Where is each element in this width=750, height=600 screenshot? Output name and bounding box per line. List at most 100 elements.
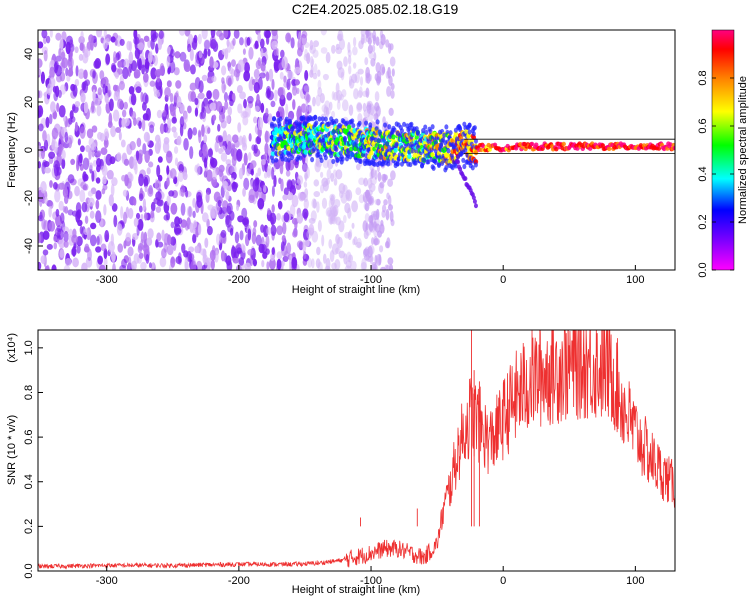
noise-cell	[360, 261, 367, 270]
noise-cell	[149, 80, 156, 87]
noise-cell	[292, 99, 296, 110]
snr-y-tick-label: 0.8	[23, 385, 35, 400]
noise-cell	[123, 158, 130, 166]
noise-cell	[187, 43, 192, 53]
noise-cell	[313, 191, 321, 198]
noise-cell	[198, 50, 203, 59]
noise-cell	[350, 260, 357, 270]
noise-cell	[64, 131, 69, 143]
noise-cell	[159, 123, 165, 135]
noise-cell	[270, 100, 276, 108]
noise-cell	[347, 254, 354, 263]
noise-cell	[352, 46, 358, 56]
noise-cell	[38, 105, 44, 118]
noise-cell	[329, 212, 336, 225]
snr-x-ticks: -300 -200 -100 0 100	[96, 566, 645, 587]
noise-cell	[194, 107, 199, 117]
noise-cell	[304, 172, 308, 180]
signal-cell	[467, 122, 472, 128]
noise-cell	[253, 82, 260, 94]
noise-cell	[265, 235, 270, 248]
noise-cell	[313, 63, 318, 75]
noise-cell	[358, 40, 364, 50]
noise-cell	[224, 100, 229, 110]
noise-cell	[328, 197, 334, 210]
noise-cell	[194, 245, 200, 254]
signal-cell	[280, 156, 285, 162]
noise-cell	[372, 34, 377, 45]
noise-cell	[63, 240, 69, 248]
noise-cell	[109, 156, 116, 165]
noise-cell	[385, 39, 390, 48]
signal-cell	[310, 157, 315, 163]
signal-cell	[387, 124, 392, 130]
noise-cell	[270, 253, 275, 262]
noise-cell	[282, 194, 288, 201]
noise-cell	[111, 64, 117, 73]
noise-cell	[171, 116, 177, 124]
noise-cell	[194, 97, 199, 106]
snr-series	[38, 330, 675, 570]
signal-cell	[364, 120, 369, 126]
colorbar-gradient	[712, 30, 734, 270]
noise-cell	[143, 212, 148, 221]
noise-cell	[108, 112, 113, 126]
noise-cell	[204, 237, 209, 249]
spectrogram-x-tick-label: -100	[360, 274, 382, 286]
noise-cell	[307, 257, 313, 268]
signal-cell	[426, 159, 431, 165]
noise-cell	[150, 67, 157, 80]
noise-cell	[280, 241, 285, 252]
noise-cell	[196, 163, 201, 176]
signal-cell	[286, 145, 292, 151]
noise-cell	[140, 231, 145, 244]
snr-y-tick-label: 0.4	[23, 474, 35, 489]
noise-cell	[260, 62, 266, 72]
noise-cell	[210, 30, 216, 39]
noise-cell	[358, 177, 365, 186]
noise-cell	[269, 212, 277, 225]
noise-cell	[68, 228, 73, 238]
noise-cell	[373, 113, 379, 121]
signal-cell	[407, 153, 412, 160]
noise-cell	[264, 130, 269, 144]
noise-cell	[257, 32, 261, 43]
noise-cell	[331, 243, 339, 255]
signal-cell	[303, 149, 308, 155]
noise-cell	[189, 222, 194, 233]
signal-cell	[381, 137, 386, 143]
noise-cell	[175, 80, 182, 89]
noise-cell	[86, 158, 90, 166]
noise-cell	[246, 168, 251, 177]
noise-cell	[224, 48, 229, 60]
colorbar-frame	[711, 29, 735, 271]
noise-cell	[390, 89, 395, 99]
noise-cell	[286, 91, 293, 101]
noise-cell	[200, 106, 207, 120]
noise-cell	[51, 264, 57, 270]
signal-cell	[656, 146, 662, 151]
noise-cell	[122, 189, 128, 197]
noise-cell	[112, 109, 120, 122]
signal-cell	[436, 162, 441, 168]
noise-cell	[383, 199, 388, 206]
noise-cell	[342, 184, 348, 194]
noise-cell	[62, 115, 67, 122]
colorbar-tick-label: 0.0	[697, 262, 709, 277]
noise-cell	[68, 117, 73, 125]
noise-cell	[303, 228, 310, 241]
noise-cell	[379, 245, 384, 253]
noise-cell	[203, 39, 211, 50]
signal-cell	[479, 147, 484, 153]
noise-cell	[179, 103, 185, 114]
signal-cell	[350, 118, 355, 124]
noise-cell	[222, 180, 229, 189]
noise-cell	[59, 38, 64, 51]
noise-cell	[250, 168, 254, 176]
noise-cell	[337, 30, 344, 41]
noise-cell	[118, 131, 122, 141]
noise-cell	[77, 219, 83, 227]
signal-cell	[282, 133, 287, 140]
noise-cell	[378, 182, 384, 194]
noise-cell	[38, 41, 44, 49]
